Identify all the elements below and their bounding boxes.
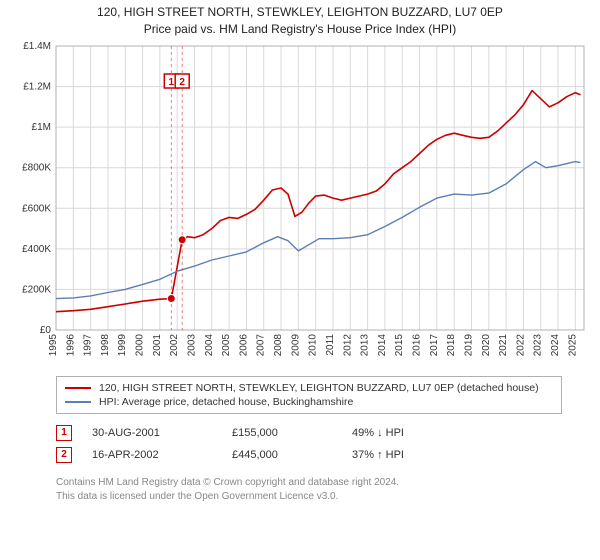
svg-text:2001: 2001 xyxy=(152,334,163,357)
line-chart: £0£200K£400K£600K£800K£1M£1.2M£1.4M19951… xyxy=(10,40,590,370)
svg-text:2: 2 xyxy=(179,77,185,88)
legend-label: 120, HIGH STREET NORTH, STEWKLEY, LEIGHT… xyxy=(99,382,539,394)
svg-text:£1.4M: £1.4M xyxy=(23,41,51,52)
svg-text:2012: 2012 xyxy=(342,334,353,357)
svg-text:2004: 2004 xyxy=(204,334,215,357)
svg-text:2015: 2015 xyxy=(394,334,405,357)
svg-text:1: 1 xyxy=(169,77,175,88)
legend-label: HPI: Average price, detached house, Buck… xyxy=(99,396,353,408)
marker-price: £155,000 xyxy=(232,427,352,439)
footer-line: This data is licensed under the Open Gov… xyxy=(56,490,590,504)
footer: Contains HM Land Registry data © Crown c… xyxy=(56,476,590,503)
svg-text:2009: 2009 xyxy=(290,334,301,357)
svg-text:2018: 2018 xyxy=(446,334,457,357)
svg-text:1996: 1996 xyxy=(65,334,76,357)
svg-text:£400K: £400K xyxy=(22,244,51,255)
svg-text:£600K: £600K xyxy=(22,203,51,214)
chart-title-line1: 120, HIGH STREET NORTH, STEWKLEY, LEIGHT… xyxy=(10,4,590,20)
svg-text:2010: 2010 xyxy=(308,334,319,357)
marker-date: 16-APR-2002 xyxy=(92,449,232,461)
svg-text:2024: 2024 xyxy=(550,334,561,357)
svg-text:2003: 2003 xyxy=(186,334,197,357)
legend-swatch xyxy=(65,401,91,403)
svg-text:2019: 2019 xyxy=(463,334,474,357)
svg-text:£1M: £1M xyxy=(32,122,51,133)
svg-text:1997: 1997 xyxy=(83,334,94,357)
marker-delta: 37% ↑ HPI xyxy=(352,449,472,461)
svg-text:2007: 2007 xyxy=(256,334,267,357)
svg-text:2025: 2025 xyxy=(567,334,578,357)
marker-delta: 49% ↓ HPI xyxy=(352,427,472,439)
svg-text:2008: 2008 xyxy=(273,334,284,357)
svg-text:2016: 2016 xyxy=(412,334,423,357)
svg-text:2013: 2013 xyxy=(360,334,371,357)
chart-svg: £0£200K£400K£600K£800K£1M£1.2M£1.4M19951… xyxy=(10,40,590,370)
svg-text:£800K: £800K xyxy=(22,163,51,174)
svg-text:1995: 1995 xyxy=(48,334,59,357)
footer-line: Contains HM Land Registry data © Crown c… xyxy=(56,476,590,490)
marker-date: 30-AUG-2001 xyxy=(92,427,232,439)
legend-swatch xyxy=(65,387,91,389)
svg-text:2000: 2000 xyxy=(135,334,146,357)
marker-number-icon: 1 xyxy=(56,425,72,441)
svg-text:2020: 2020 xyxy=(481,334,492,357)
svg-text:2017: 2017 xyxy=(429,334,440,357)
legend: 120, HIGH STREET NORTH, STEWKLEY, LEIGHT… xyxy=(56,376,562,414)
chart-card: 120, HIGH STREET NORTH, STEWKLEY, LEIGHT… xyxy=(0,0,600,511)
svg-text:2021: 2021 xyxy=(498,334,509,357)
svg-text:£1.2M: £1.2M xyxy=(23,82,51,93)
svg-text:2011: 2011 xyxy=(325,334,336,356)
svg-text:2014: 2014 xyxy=(377,334,388,357)
legend-item: HPI: Average price, detached house, Buck… xyxy=(65,395,553,409)
svg-text:2022: 2022 xyxy=(515,334,526,357)
marker-price: £445,000 xyxy=(232,449,352,461)
marker-row: 2 16-APR-2002 £445,000 37% ↑ HPI xyxy=(56,444,562,466)
svg-text:2005: 2005 xyxy=(221,334,232,357)
marker-number-icon: 2 xyxy=(56,447,72,463)
svg-text:£200K: £200K xyxy=(22,285,51,296)
svg-text:2006: 2006 xyxy=(238,334,249,357)
svg-text:2002: 2002 xyxy=(169,334,180,357)
marker-table: 1 30-AUG-2001 £155,000 49% ↓ HPI 2 16-AP… xyxy=(56,422,562,466)
chart-title-line2: Price paid vs. HM Land Registry's House … xyxy=(10,22,590,36)
marker-row: 1 30-AUG-2001 £155,000 49% ↓ HPI xyxy=(56,422,562,444)
svg-text:1998: 1998 xyxy=(100,334,111,357)
svg-text:1999: 1999 xyxy=(117,334,128,357)
svg-text:2023: 2023 xyxy=(533,334,544,357)
legend-item: 120, HIGH STREET NORTH, STEWKLEY, LEIGHT… xyxy=(65,381,553,395)
